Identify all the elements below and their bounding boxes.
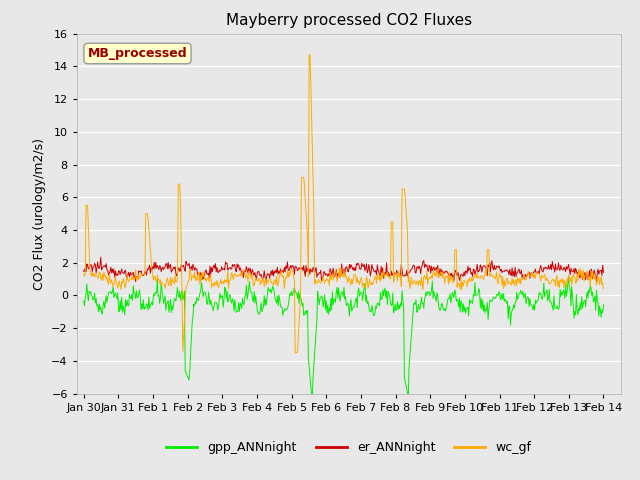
Text: MB_processed: MB_processed [88,47,188,60]
Title: Mayberry processed CO2 Fluxes: Mayberry processed CO2 Fluxes [226,13,472,28]
Legend: gpp_ANNnight, er_ANNnight, wc_gf: gpp_ANNnight, er_ANNnight, wc_gf [161,436,536,459]
Y-axis label: CO2 Flux (urology/m2/s): CO2 Flux (urology/m2/s) [33,138,45,289]
